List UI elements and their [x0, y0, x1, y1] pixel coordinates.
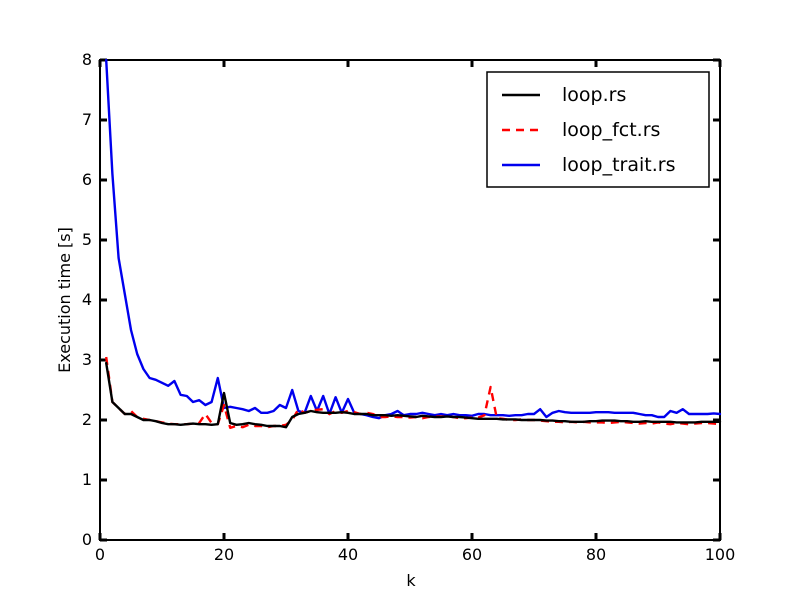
x-tick-label: 80: [586, 545, 606, 564]
series-lines: [104, 58, 722, 429]
legend-label: loop_fct.rs: [562, 119, 660, 141]
legend: loop.rs loop_fct.rs loop_trait.rs: [486, 71, 710, 188]
y-tick-label: 2: [82, 410, 92, 429]
series-line-loop-trait-rs: [104, 58, 722, 420]
legend-entries: loop.rs loop_fct.rs loop_trait.rs: [502, 84, 675, 176]
x-tick-label: 60: [462, 545, 482, 564]
tick-labels: 0 20 40 60 80 100 0 1 2 3 4 5 6 7 8: [82, 50, 735, 564]
y-tick-label: 1: [82, 470, 92, 489]
y-tick-label: 4: [82, 290, 92, 309]
y-tick-label: 3: [82, 350, 92, 369]
y-axis-label: Execution time [s]: [55, 227, 74, 373]
y-tick-label: 8: [82, 50, 92, 69]
x-axis-label: k: [406, 571, 416, 590]
x-tick-label: 20: [214, 545, 234, 564]
y-tick-label: 0: [82, 530, 92, 549]
x-tick-label: 100: [705, 545, 736, 564]
x-tick-label: 40: [338, 545, 358, 564]
y-tick-label: 5: [82, 230, 92, 249]
axis-ticks: [98, 58, 722, 542]
legend-label: loop_trait.rs: [562, 154, 675, 176]
series-line-loop-rs: [104, 361, 722, 429]
y-tick-label: 6: [82, 170, 92, 189]
legend-label: loop.rs: [562, 84, 626, 106]
y-tick-label: 7: [82, 110, 92, 129]
x-tick-label: 0: [95, 545, 105, 564]
